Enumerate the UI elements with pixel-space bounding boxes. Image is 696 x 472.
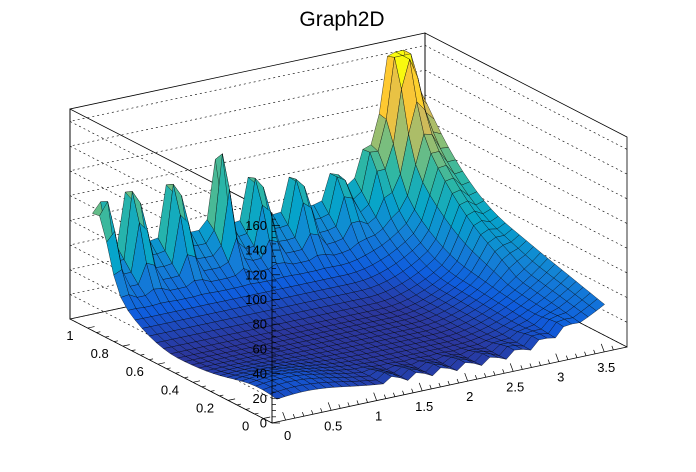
- x-tick-label: 3: [557, 370, 564, 385]
- x-tick: [538, 361, 541, 366]
- y-axis: 0 0.2 0.4 0.6 0.8 1: [66, 326, 271, 433]
- x-tick-label: 2: [466, 389, 473, 404]
- y-tick: [105, 335, 110, 338]
- x-tick: [474, 375, 478, 380]
- x-tick: [356, 400, 359, 405]
- x-tick: [611, 345, 614, 351]
- y-tick: [210, 390, 215, 392]
- x-tick: [365, 398, 368, 403]
- y-tick: [236, 403, 241, 406]
- x-tick: [282, 411, 286, 421]
- y-tick: [157, 362, 165, 365]
- x-tick: [393, 392, 396, 397]
- z-tick-label: 100: [245, 292, 267, 307]
- y-tick-label: 0.8: [91, 346, 109, 361]
- x-tick-label: 1: [375, 409, 382, 424]
- y-tick-label: 1: [66, 328, 73, 343]
- x-tick: [327, 402, 332, 411]
- y-tick-label: 0.4: [161, 382, 179, 397]
- z-tick-label: 40: [253, 366, 267, 381]
- x-tick-label: 3.5: [597, 360, 615, 375]
- x-tick: [338, 404, 341, 409]
- y-tick: [131, 349, 136, 351]
- y-tick: [96, 331, 101, 333]
- x-tick: [575, 353, 578, 358]
- x-tick-label: 0.5: [324, 418, 342, 433]
- y-tick: [192, 380, 201, 383]
- surface-cell: [589, 298, 605, 312]
- x-tick: [292, 414, 296, 419]
- x-tick: [502, 369, 505, 374]
- x-tick: [447, 380, 450, 386]
- z-tick-label: 120: [245, 267, 267, 282]
- x-tick: [383, 394, 387, 399]
- z-tick-label: 60: [253, 341, 267, 356]
- x-tick: [584, 351, 587, 356]
- z-tick-label: 160: [245, 218, 267, 233]
- y-tick: [245, 408, 250, 410]
- x-tick: [593, 349, 596, 354]
- y-tick: [87, 326, 95, 329]
- y-tick: [148, 358, 154, 361]
- x-tick: [547, 359, 550, 364]
- x-tick: [373, 392, 378, 401]
- x-tick: [311, 410, 314, 415]
- y-tick: [201, 385, 206, 388]
- surface-plot: [92, 49, 605, 400]
- chart-title: Graph2D: [299, 8, 384, 31]
- x-tick: [555, 353, 560, 362]
- y-tick: [219, 394, 224, 397]
- x-tick: [302, 412, 305, 417]
- z-tick-label: 140: [245, 243, 267, 258]
- y-tick: [122, 344, 130, 347]
- y-tick: [113, 340, 118, 342]
- x-tick-label: 0: [284, 428, 291, 443]
- y-tick: [184, 376, 189, 379]
- y-tick-label: 0: [242, 418, 249, 433]
- y-tick-label: 0.6: [126, 364, 144, 379]
- x-tick-label: 1.5: [415, 399, 433, 414]
- x-tick: [438, 382, 441, 388]
- x-tick: [464, 372, 469, 382]
- x-tick: [520, 365, 523, 370]
- x-tick: [411, 388, 414, 393]
- x-tick: [493, 371, 496, 376]
- x-tick: [509, 363, 514, 372]
- y-tick: [263, 416, 271, 419]
- y-tick-label: 0.2: [196, 400, 214, 415]
- y-tick: [254, 412, 259, 415]
- z-axis: 0 20 40 60 80 100 120 140 160: [245, 213, 280, 431]
- x-tick: [402, 390, 405, 395]
- x-tick: [418, 382, 423, 391]
- y-tick: [175, 372, 180, 374]
- z-tick-label: 0: [260, 416, 267, 431]
- z-tick-label: 80: [253, 317, 267, 332]
- x-tick: [456, 378, 459, 384]
- z-tick-label: 20: [253, 391, 267, 406]
- y-tick: [166, 367, 171, 370]
- x-tick-label: 2.5: [506, 379, 524, 394]
- y-tick: [140, 354, 145, 356]
- x-axis: 0 0.5 1 1.5 2 2.5 3 3.5: [271, 343, 628, 443]
- x-tick: [529, 363, 532, 368]
- y-tick: [228, 398, 236, 401]
- x-tick: [566, 355, 569, 360]
- x-tick: [320, 408, 323, 413]
- x-tick: [429, 384, 432, 390]
- x-tick: [347, 402, 350, 407]
- x-tick: [484, 373, 487, 378]
- x-tick: [600, 343, 605, 352]
